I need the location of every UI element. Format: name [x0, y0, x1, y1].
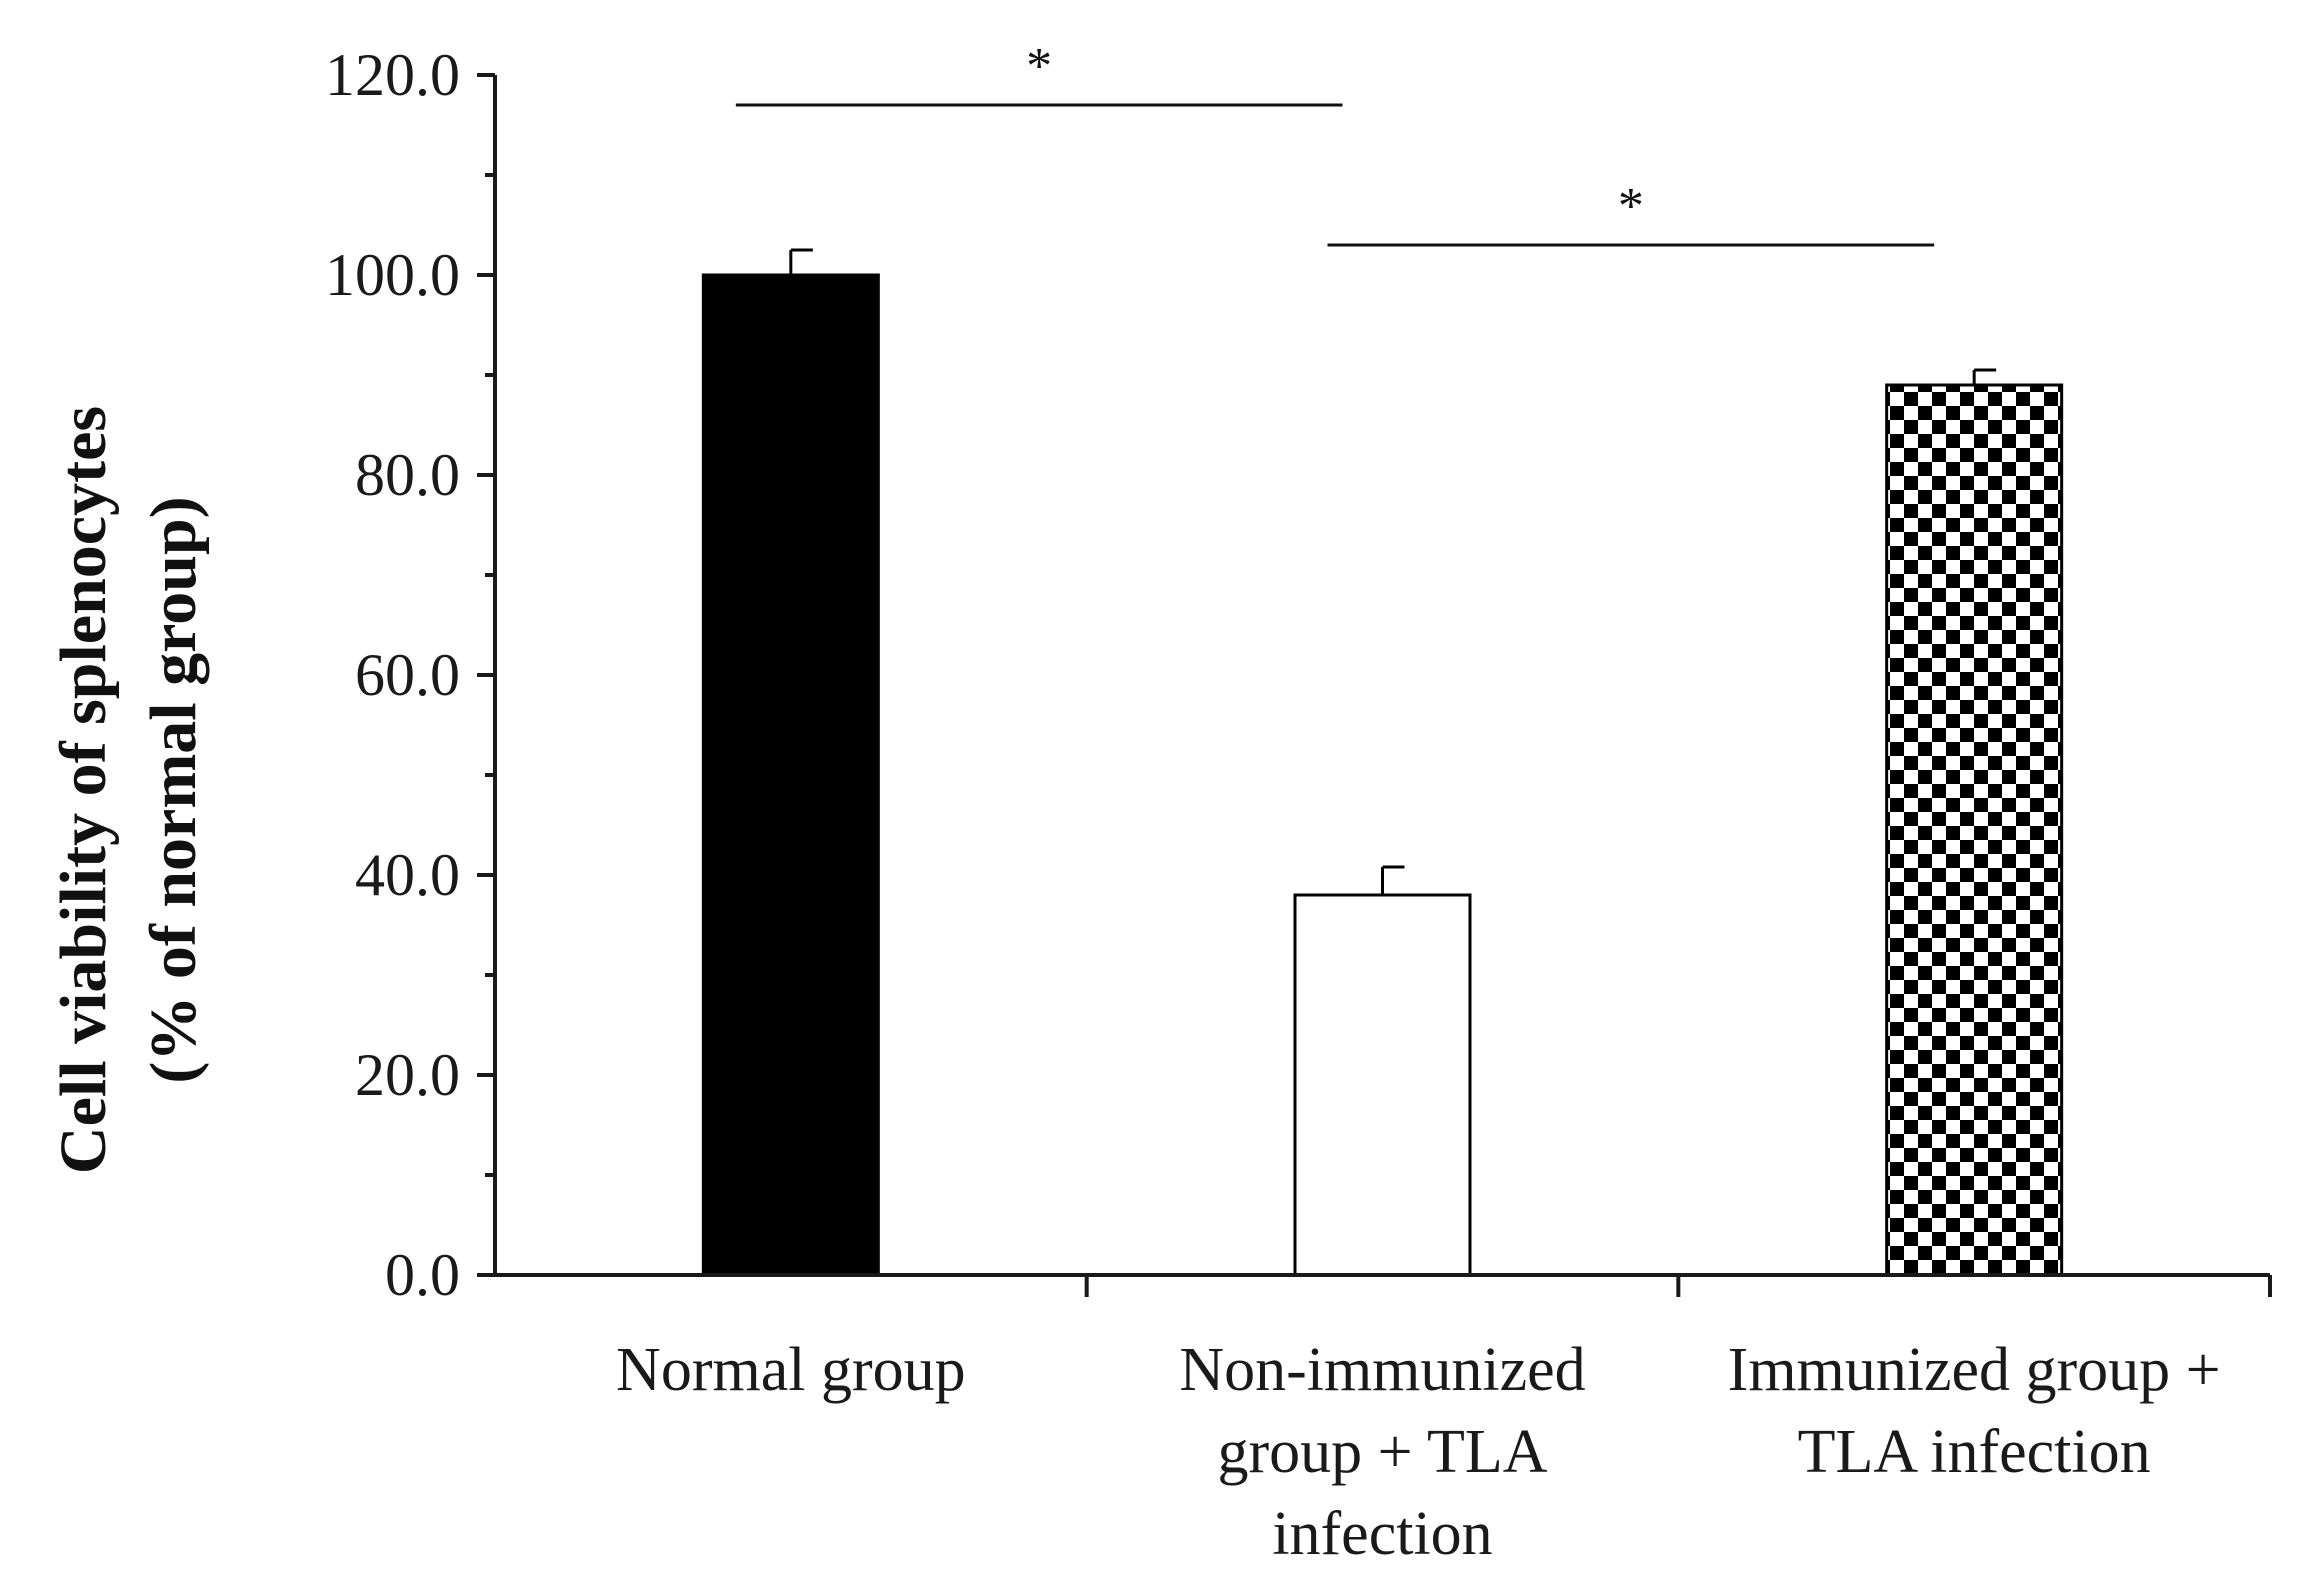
- y-tick-label: 120.0: [325, 42, 460, 108]
- y-axis-title-line-2: (% of normal group): [137, 496, 210, 1083]
- x-category-label-line: Non-immunized: [1179, 1336, 1585, 1404]
- y-tick-label: 20.0: [355, 1042, 460, 1108]
- bar: [1293, 893, 1472, 1277]
- y-tick-label: 60.0: [355, 642, 460, 708]
- error-bars: [789, 248, 1997, 895]
- y-axis-title: Cell viability of splenocytes (% of norm…: [47, 406, 210, 1174]
- y-axis-tick-labels: 0.0 20.0 40.0 60.0 80.0 100.0 120.0: [325, 42, 460, 1308]
- x-axis-category-labels: Normal group Non-immunized group + TLA infe…: [616, 1336, 2221, 1568]
- significance-asterisk: *: [1026, 38, 1052, 95]
- bar: [701, 273, 880, 1277]
- significance-asterisk: *: [1618, 178, 1644, 235]
- x-category-label-line: group + TLA: [1217, 1418, 1547, 1486]
- y-tick-label: 0.0: [385, 1242, 460, 1308]
- x-category-label-line: TLA infection: [1798, 1418, 2151, 1486]
- y-axis-title-line-1: Cell viability of splenocytes: [47, 406, 120, 1174]
- x-category-label-line: Immunized group +: [1728, 1336, 2221, 1404]
- y-tick-label: 100.0: [325, 242, 460, 308]
- x-category-label-line: Normal group: [616, 1336, 966, 1404]
- y-axis-ticks: [477, 73, 495, 1277]
- y-tick-label: 80.0: [355, 442, 460, 508]
- x-category-label-line: infection: [1272, 1500, 1492, 1568]
- y-tick-label: 40.0: [355, 842, 460, 908]
- significance-brackets: **: [735, 38, 1935, 247]
- bar: [1885, 383, 2064, 1277]
- bars: [701, 273, 2064, 1277]
- x-axis-ticks: [1084, 1275, 2272, 1297]
